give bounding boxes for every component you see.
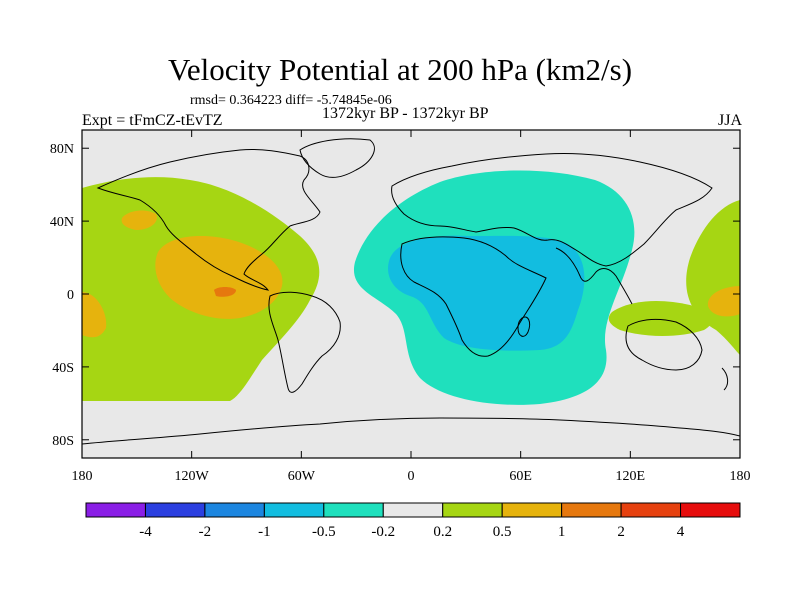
coastline-madagascar: [517, 316, 531, 337]
colorbar-label: -0.5: [312, 524, 336, 540]
coastline-south-asia: [555, 247, 633, 305]
colorbar-label: 1: [558, 524, 566, 540]
contour-fields: [82, 170, 740, 405]
lon-tick-label: 60E: [509, 469, 532, 484]
lat-tick-label: 80N: [50, 142, 74, 157]
longitude-axis: 180 120W 60W 0 60E 120E 180: [72, 130, 751, 484]
contour-core-westpacific: [707, 286, 740, 317]
coastline-new-zealand: [721, 367, 729, 391]
colorbar-label: -0.2: [371, 524, 395, 540]
colorbar-label: 0.2: [433, 524, 452, 540]
lon-tick-label: 0: [408, 469, 415, 484]
colorbar-swatch: [382, 502, 444, 518]
coastline-north-america: [96, 149, 321, 291]
period-label: 1372kyr BP - 1372kyr BP: [322, 105, 489, 122]
colorbar-swatch: [680, 502, 741, 518]
lat-tick-label: 40N: [50, 215, 74, 230]
contour-peak-eastpacific: [214, 287, 236, 297]
coastline-antarctica: [82, 417, 740, 445]
colorbar-label: -1: [258, 524, 271, 540]
colorbar-label: 4: [677, 524, 685, 540]
colorbar-swatch: [85, 502, 146, 518]
lon-tick-label: 120E: [616, 469, 646, 484]
colorbar-swatch: [501, 502, 563, 518]
colorbar-swatch: [204, 502, 265, 518]
coastline-greenland: [299, 138, 375, 178]
lon-tick-label: 120W: [175, 469, 210, 484]
colorbar-swatch: [263, 502, 325, 518]
colorbar-label: 0.5: [493, 524, 512, 540]
lon-tick-label: 60W: [288, 469, 316, 484]
season-label: JJA: [717, 112, 742, 129]
map-title: Velocity Potential at 200 hPa (km2/s): [167, 52, 633, 87]
coastline-eurasia: [391, 152, 713, 267]
lat-tick-label: 0: [67, 288, 74, 303]
latitude-axis: 80N 40N 0 40S 80S: [50, 142, 740, 449]
contour-core-eastpacific: [155, 236, 283, 319]
coastline-australia: [625, 318, 703, 371]
lon-tick-label: 180: [72, 469, 93, 484]
lat-tick-label: 40S: [52, 361, 74, 376]
stats-line: rmsd= 0.364223 diff= -5.74845e-06: [190, 93, 392, 108]
colorbar-label: -4: [139, 524, 152, 540]
colorbar-swatch: [561, 502, 622, 518]
colorbar: -4 -2 -1 -0.5 -0.2 0.2 0.5 1 2 4: [85, 502, 741, 540]
colorbar-swatch: [620, 502, 682, 518]
coastline-africa: [400, 236, 547, 357]
lat-tick-label: 80S: [52, 434, 74, 449]
colorbar-swatch: [323, 502, 384, 518]
colorbar-swatch: [442, 502, 503, 518]
coastlines: [82, 138, 740, 445]
experiment-label: Expt = tFmCZ-tEvTZ: [82, 112, 223, 129]
contour-core-pacific-edge: [82, 292, 107, 338]
coastline-south-america: [268, 291, 341, 393]
colorbar-swatch: [144, 502, 206, 518]
colorbar-label: 2: [617, 524, 625, 540]
lon-tick-label: 180: [730, 469, 751, 484]
contour-core-nepacific: [121, 210, 157, 230]
colorbar-label: -2: [199, 524, 212, 540]
contour-negative-inner: [388, 235, 585, 351]
